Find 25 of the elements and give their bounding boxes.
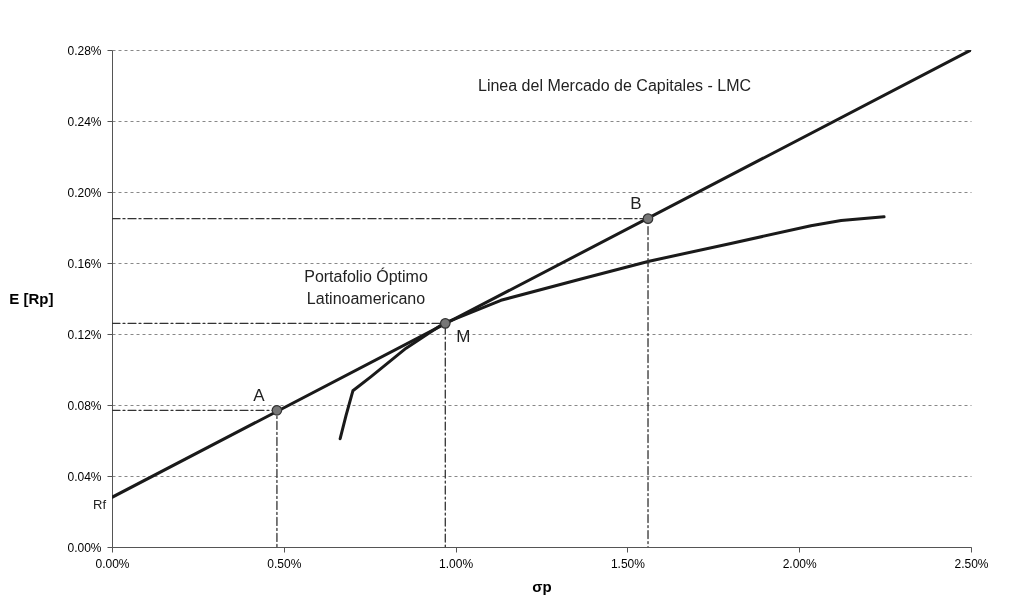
x-axis-title: σp [532, 577, 552, 595]
x-tick-label: 0.50% [267, 556, 302, 571]
annotation: Rf [93, 497, 107, 513]
x-tick-label: 2.00% [782, 556, 818, 571]
point [271, 404, 283, 416]
annotation: Linea del Mercado de Capitales - LMC [478, 77, 752, 94]
y-tick-label: 0.00% [67, 540, 102, 555]
annotation: B [630, 193, 642, 213]
y-tick-label: 0.08% [67, 398, 102, 413]
annotation: Portafolio Óptimo Latinoamericano [304, 267, 428, 307]
x-tick-label: 1.00% [439, 556, 474, 571]
y-tick-label: 0.20% [67, 185, 102, 200]
annotation: M [456, 327, 471, 347]
annotation: A [253, 386, 266, 406]
point [439, 318, 451, 329]
x-tick-label: 0.00% [95, 556, 130, 571]
y-tick-label: 0.12% [67, 327, 102, 342]
y-tick-label: 0.28% [67, 43, 102, 58]
x-tick-label: 1.50% [610, 556, 646, 571]
y-axis-title: E [Rp] [9, 290, 54, 307]
point [642, 213, 654, 224]
y-tick-label: 0.04% [67, 469, 102, 484]
y-tick-label: 0.24% [67, 114, 102, 129]
y-tick-label: 0.16% [67, 256, 102, 271]
x-tick-label: 2.50% [954, 556, 989, 571]
